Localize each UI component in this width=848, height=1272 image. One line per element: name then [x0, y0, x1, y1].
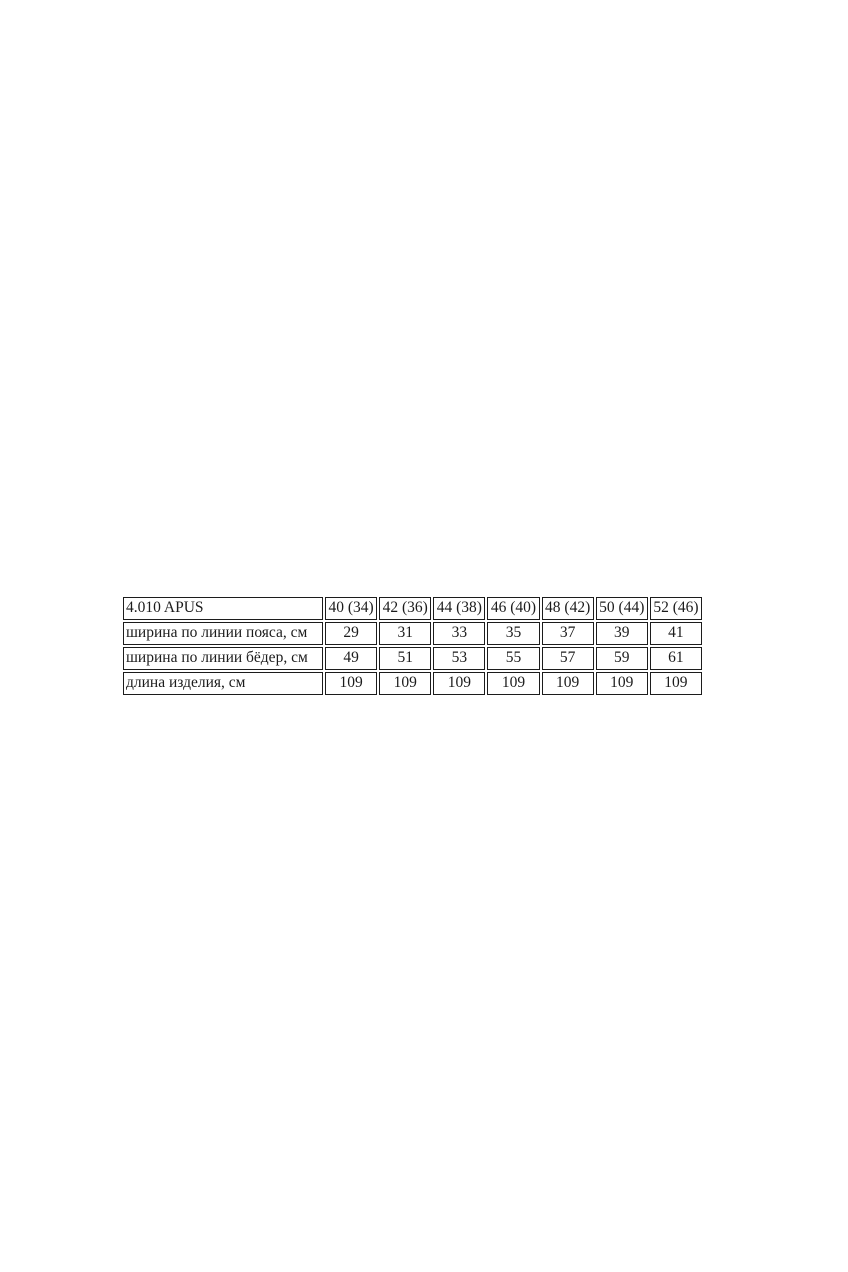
size-column-header: 52 (46) [649, 597, 702, 620]
measurement-value: 29 [325, 622, 378, 645]
measurement-value: 49 [325, 647, 378, 670]
measurement-value: 109 [379, 672, 432, 695]
measurement-value: 109 [325, 672, 378, 695]
size-table: 4.010 APUS 40 (34) 42 (36) 44 (38) 46 (4… [121, 595, 704, 697]
measurement-value: 109 [649, 672, 702, 695]
measurement-value: 51 [379, 647, 432, 670]
measurement-value: 109 [433, 672, 486, 695]
table-header-row: 4.010 APUS 40 (34) 42 (36) 44 (38) 46 (4… [123, 597, 702, 620]
size-column-header: 40 (34) [325, 597, 378, 620]
size-column-header: 44 (38) [433, 597, 486, 620]
table-row-length: длина изделия, см 109 109 109 109 109 10… [123, 672, 702, 695]
measurement-value: 41 [649, 622, 702, 645]
measurement-value: 35 [487, 622, 540, 645]
measurement-value: 37 [541, 622, 594, 645]
row-label: длина изделия, см [123, 672, 323, 695]
size-column-header: 48 (42) [541, 597, 594, 620]
measurement-value: 59 [595, 647, 648, 670]
row-label: ширина по линии бёдер, см [123, 647, 323, 670]
measurement-value: 31 [379, 622, 432, 645]
size-column-header: 50 (44) [595, 597, 648, 620]
size-column-header: 42 (36) [379, 597, 432, 620]
measurement-value: 57 [541, 647, 594, 670]
measurement-value: 109 [487, 672, 540, 695]
measurement-value: 55 [487, 647, 540, 670]
measurement-value: 61 [649, 647, 702, 670]
measurement-value: 53 [433, 647, 486, 670]
product-label: 4.010 APUS [123, 597, 323, 620]
measurement-value: 109 [595, 672, 648, 695]
measurement-value: 39 [595, 622, 648, 645]
row-label: ширина по линии пояса, см [123, 622, 323, 645]
table-row-waist: ширина по линии пояса, см 29 31 33 35 37… [123, 622, 702, 645]
table-row-hips: ширина по линии бёдер, см 49 51 53 55 57… [123, 647, 702, 670]
measurement-value: 109 [541, 672, 594, 695]
measurement-value: 33 [433, 622, 486, 645]
size-column-header: 46 (40) [487, 597, 540, 620]
